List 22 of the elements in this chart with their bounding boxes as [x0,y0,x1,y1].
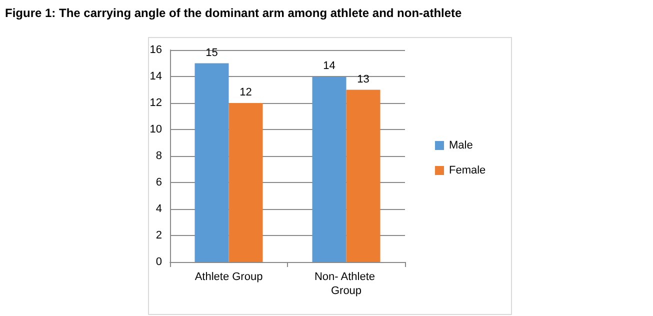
data-label: 14 [323,60,336,72]
y-tick-label: 16 [150,44,162,56]
y-tick-label: 2 [156,230,162,242]
y-tick-label: 12 [150,97,162,109]
data-label: 13 [357,73,370,86]
y-tick-label: 0 [156,256,162,268]
y-tick-label: 4 [156,203,162,215]
bar [228,103,263,262]
legend-label: Male [449,140,473,152]
x-tick-label: Non- Athlete Group [314,271,378,297]
y-tick-label: 10 [150,124,162,136]
bar [194,63,229,262]
x-tick-label: Athlete Group [194,271,263,283]
y-tick-label: 6 [156,176,162,188]
legend-label: Female [449,164,486,176]
bar [312,76,346,262]
bar [346,90,380,262]
chart-title: Figure 1: The carrying angle of the dominant arm among athlete and non-athlete [5,6,462,20]
y-tick-label: 8 [156,150,162,162]
data-label: 15 [206,46,218,59]
data-label: 12 [240,86,252,98]
y-tick-label: 14 [150,70,162,82]
